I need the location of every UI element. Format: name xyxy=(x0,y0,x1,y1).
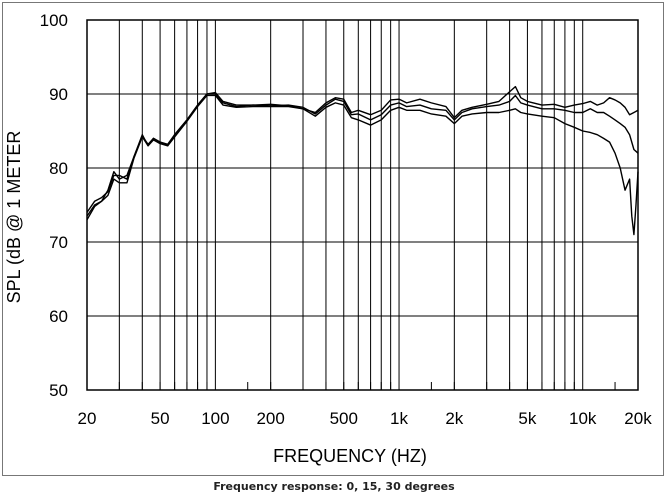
series-group xyxy=(86,85,639,236)
x-tick-label: 500 xyxy=(330,409,358,428)
x-axis-title: FREQUENCY (HZ) xyxy=(273,446,427,466)
y-tick-label: 50 xyxy=(49,381,68,400)
x-tick-label: 50 xyxy=(151,409,170,428)
x-tick-label: 200 xyxy=(256,409,284,428)
x-tick-label: 5k xyxy=(518,409,536,428)
y-tick-label: 80 xyxy=(49,159,68,178)
grid xyxy=(86,19,639,391)
x-tick-label: 20k xyxy=(624,409,652,428)
x-tick-label: 20 xyxy=(78,409,97,428)
chart-frame xyxy=(2,2,664,476)
frequency-response-chart: 20 50 100 200 500 1k 2k 5k 10k 20k 5060708090100 … xyxy=(4,11,653,466)
x-tick-label: 10k xyxy=(569,409,597,428)
x-tick-labels: 20 50 100 200 500 1k 2k 5k 10k 20k xyxy=(78,409,653,428)
y-tick-label: 60 xyxy=(49,307,68,326)
series-line-1 xyxy=(86,85,639,217)
series-line-3 xyxy=(86,94,639,236)
y-tick-labels: 50 60 70 80 90 100 xyxy=(40,11,68,400)
y-tick-label: 70 xyxy=(49,233,68,252)
series-line-2 xyxy=(86,93,639,213)
x-tick-label: 2k xyxy=(445,409,463,428)
y-tick-label: 90 xyxy=(49,85,68,104)
chart-caption: Frequency response: 0, 15, 30 degrees xyxy=(213,480,455,493)
x-tick-label: 1k xyxy=(390,409,408,428)
y-axis-title: SPL (dB @ 1 METER xyxy=(4,131,24,304)
y-tick-label: 100 xyxy=(40,11,68,30)
x-tick-label: 100 xyxy=(201,409,229,428)
plot-border xyxy=(86,19,639,391)
